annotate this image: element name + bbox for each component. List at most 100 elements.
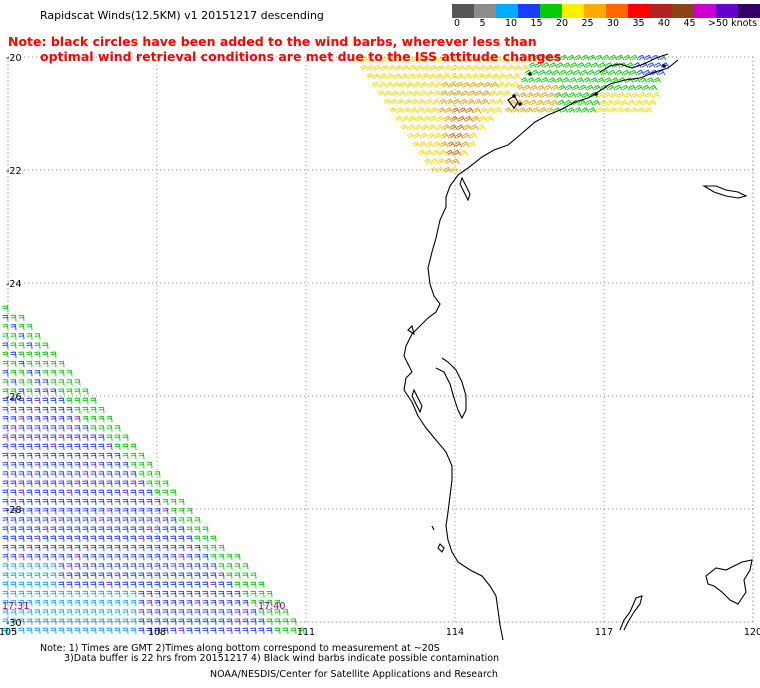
wind-barb	[10, 351, 17, 359]
wind-barb	[226, 618, 233, 625]
wind-barb	[18, 434, 25, 441]
wind-barb	[194, 590, 201, 598]
wind-barb	[50, 388, 57, 395]
wind-barb	[210, 544, 217, 552]
wind-barb	[162, 544, 169, 552]
wind-barb	[595, 107, 604, 113]
wind-barb	[486, 64, 495, 71]
wind-barb	[459, 56, 468, 63]
latitude-label: -20	[6, 53, 22, 64]
wind-barb	[583, 77, 592, 83]
wind-barb	[130, 489, 137, 497]
wind-barb	[106, 609, 113, 616]
wind-barb	[154, 627, 161, 635]
wind-barb	[26, 461, 33, 469]
wind-barb	[138, 599, 145, 607]
latitude-label: -30	[6, 618, 22, 629]
wind-barb	[50, 590, 57, 598]
wind-barb	[138, 553, 145, 561]
wind-barb	[10, 323, 17, 331]
wind-barb	[434, 132, 443, 139]
wind-barb	[114, 517, 121, 524]
wind-barb	[473, 107, 482, 114]
wind-barb	[539, 107, 548, 113]
wind-barb	[534, 77, 543, 83]
wind-barb	[106, 489, 113, 497]
wind-barb	[106, 480, 113, 487]
wind-barb	[622, 69, 631, 76]
wind-barb	[26, 498, 33, 506]
wind-barb	[449, 124, 458, 131]
wind-barb	[26, 599, 33, 607]
wind-barb	[66, 535, 73, 543]
wind-barb	[50, 618, 57, 625]
wind-barb	[258, 581, 265, 589]
wind-barb	[410, 107, 419, 114]
wind-barb	[202, 526, 209, 533]
wind-barb	[477, 124, 486, 131]
wind-barb	[114, 425, 121, 432]
wind-barb	[282, 618, 289, 625]
wind-barb	[405, 90, 414, 97]
wind-barb	[114, 480, 121, 487]
wind-barb	[34, 498, 41, 506]
wind-barb	[130, 563, 137, 570]
wind-barb	[361, 56, 370, 63]
wind-barb	[475, 90, 484, 97]
wind-barb	[74, 443, 81, 451]
wind-barb	[122, 507, 129, 515]
wind-barb	[631, 92, 640, 98]
wind-barb	[568, 92, 577, 98]
wind-barb	[98, 480, 105, 487]
longitude-label: 117	[595, 627, 613, 638]
wind-barb	[194, 627, 201, 635]
wind-barb	[418, 149, 427, 156]
wind-barb	[98, 535, 105, 543]
wind-barb	[58, 406, 65, 414]
wind-barb	[242, 627, 249, 635]
wind-barb	[114, 507, 121, 515]
wind-barb	[66, 627, 73, 635]
wind-barb	[258, 590, 265, 598]
wind-barb	[202, 563, 209, 570]
wind-barb	[42, 452, 49, 460]
wind-barb	[122, 572, 129, 579]
wind-barb	[82, 553, 89, 561]
wind-barb	[585, 99, 594, 106]
wind-barb	[34, 609, 41, 616]
wind-barb	[58, 618, 65, 625]
wind-barb	[2, 526, 9, 533]
wind-barb	[2, 323, 9, 331]
wind-barb	[90, 480, 97, 487]
wind-barb	[10, 535, 17, 543]
wind-barb	[606, 99, 615, 106]
wind-barb	[218, 581, 225, 589]
wind-barb	[82, 609, 89, 616]
wind-barb	[130, 599, 137, 607]
wind-barb	[42, 461, 49, 469]
wind-barb	[266, 590, 273, 598]
wind-barb	[398, 90, 407, 97]
wind-barb	[377, 90, 386, 97]
wind-barb	[613, 99, 622, 106]
wind-barb	[82, 544, 89, 552]
wind-barb	[114, 471, 121, 478]
wind-barb	[90, 553, 97, 561]
wind-barb	[525, 107, 534, 113]
wind-barb	[162, 627, 169, 635]
wind-barb	[202, 572, 209, 579]
wind-barb	[42, 489, 49, 497]
wind-barb	[514, 64, 523, 71]
wind-barb	[419, 141, 428, 148]
wind-barb	[590, 77, 599, 83]
wind-barb	[10, 342, 17, 349]
legend-swatch-5	[562, 4, 584, 18]
wind-barb	[623, 54, 632, 61]
wind-barb	[162, 526, 169, 533]
wind-barb	[465, 115, 473, 122]
wind-barb	[18, 609, 25, 616]
wind-barb	[138, 471, 145, 478]
wind-barb	[114, 443, 121, 451]
wind-barb	[34, 388, 41, 395]
